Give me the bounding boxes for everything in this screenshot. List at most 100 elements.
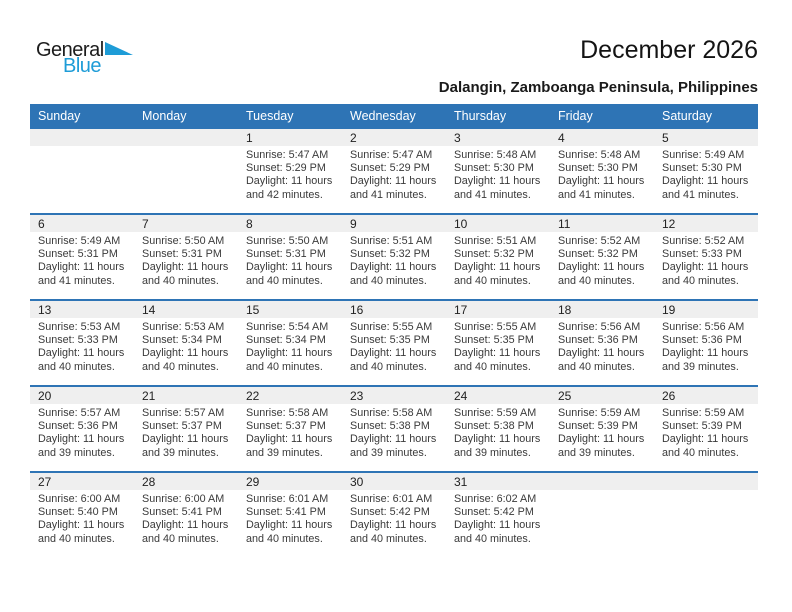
day-detail-line: Sunset: 5:30 PM xyxy=(454,162,534,175)
week-row: 1 Sunrise: 5:47 AM Sunset: 5:29 PM Daylight… xyxy=(30,127,758,213)
day-cell: 26 Sunrise: 5:59 AM Sunset: 5:39 PM Dayligh… xyxy=(654,387,758,471)
day-detail-line: and 39 minutes. xyxy=(38,446,115,459)
day-detail-line: Sunset: 5:32 PM xyxy=(558,248,638,261)
day-detail-line: Sunrise: 6:02 AM xyxy=(454,493,537,505)
day-cell: 11 Sunrise: 5:52 AM Sunset: 5:32 PM Dayligh… xyxy=(550,215,654,299)
day-detail-line: and 40 minutes. xyxy=(246,360,323,373)
day-detail-line: Sunrise: 5:52 AM xyxy=(662,235,745,247)
general-blue-logo: General Blue xyxy=(36,40,133,76)
day-detail-line: Sunrise: 5:50 AM xyxy=(142,235,225,247)
day-details: Sunrise: 5:57 AM Sunset: 5:37 PM Daylight:… xyxy=(134,404,238,460)
day-detail-line: and 40 minutes. xyxy=(38,532,115,545)
day-detail-line: Sunrise: 6:00 AM xyxy=(142,493,225,505)
day-detail-line: Sunrise: 5:51 AM xyxy=(454,235,537,247)
day-detail-line: Daylight: 11 hours xyxy=(558,175,645,188)
day-detail-line: and 42 minutes. xyxy=(246,188,323,201)
day-details: Sunrise: 5:59 AM Sunset: 5:39 PM Daylight:… xyxy=(654,404,758,460)
day-details: Sunrise: 5:52 AM Sunset: 5:32 PM Daylight:… xyxy=(550,232,654,288)
day-detail-line: Sunrise: 5:52 AM xyxy=(558,235,641,247)
day-cell: 7 Sunrise: 5:50 AM Sunset: 5:31 PM Daylight… xyxy=(134,215,238,299)
day-details: Sunrise: 5:53 AM Sunset: 5:33 PM Daylight:… xyxy=(30,318,134,374)
day-detail-line: Daylight: 11 hours xyxy=(662,433,749,446)
day-detail-line: and 41 minutes. xyxy=(558,188,635,201)
empty-day-cell xyxy=(134,129,238,213)
day-details: Sunrise: 5:53 AM Sunset: 5:34 PM Daylight:… xyxy=(134,318,238,374)
week-row: 20 Sunrise: 5:57 AM Sunset: 5:36 PM Dayligh… xyxy=(30,385,758,471)
day-cell: 3 Sunrise: 5:48 AM Sunset: 5:30 PM Daylight… xyxy=(446,129,550,213)
day-cell: 16 Sunrise: 5:55 AM Sunset: 5:35 PM Dayligh… xyxy=(342,301,446,385)
day-details xyxy=(30,146,134,149)
day-detail-line: and 40 minutes. xyxy=(454,532,531,545)
day-details: Sunrise: 5:59 AM Sunset: 5:39 PM Daylight:… xyxy=(550,404,654,460)
day-detail-line: Daylight: 11 hours xyxy=(38,519,125,532)
day-details: Sunrise: 5:51 AM Sunset: 5:32 PM Daylight:… xyxy=(446,232,550,288)
day-details: Sunrise: 5:52 AM Sunset: 5:33 PM Daylight:… xyxy=(654,232,758,288)
day-details: Sunrise: 5:49 AM Sunset: 5:31 PM Daylight:… xyxy=(30,232,134,288)
day-detail-line: Sunrise: 5:47 AM xyxy=(350,149,433,161)
day-detail-line: Sunset: 5:30 PM xyxy=(662,162,742,175)
day-detail-line: Sunrise: 5:53 AM xyxy=(38,321,121,333)
day-details xyxy=(654,490,758,493)
day-detail-line: Daylight: 11 hours xyxy=(142,347,229,360)
day-number: 12 xyxy=(654,215,758,232)
day-detail-line: and 40 minutes. xyxy=(454,360,531,373)
day-number: 8 xyxy=(238,215,342,232)
day-detail-line: and 40 minutes. xyxy=(142,532,219,545)
day-cell: 28 Sunrise: 6:00 AM Sunset: 5:41 PM Dayligh… xyxy=(134,473,238,557)
day-cell: 15 Sunrise: 5:54 AM Sunset: 5:34 PM Dayligh… xyxy=(238,301,342,385)
day-cell: 10 Sunrise: 5:51 AM Sunset: 5:32 PM Dayligh… xyxy=(446,215,550,299)
day-detail-line: Sunset: 5:36 PM xyxy=(558,334,638,347)
day-detail-line: Daylight: 11 hours xyxy=(38,261,125,274)
day-cell: 29 Sunrise: 6:01 AM Sunset: 5:41 PM Dayligh… xyxy=(238,473,342,557)
day-number: 22 xyxy=(238,387,342,404)
day-number: 27 xyxy=(30,473,134,490)
day-cell: 30 Sunrise: 6:01 AM Sunset: 5:42 PM Dayligh… xyxy=(342,473,446,557)
day-number: 31 xyxy=(446,473,550,490)
day-detail-line: Sunrise: 5:59 AM xyxy=(558,407,641,419)
day-number: 9 xyxy=(342,215,446,232)
day-cell: 19 Sunrise: 5:56 AM Sunset: 5:36 PM Dayligh… xyxy=(654,301,758,385)
day-detail-line: Daylight: 11 hours xyxy=(350,175,437,188)
day-detail-line: Sunset: 5:36 PM xyxy=(662,334,742,347)
day-number: 30 xyxy=(342,473,446,490)
day-detail-line: Daylight: 11 hours xyxy=(454,261,541,274)
weekday-header-label: Monday xyxy=(142,108,187,123)
day-detail-line: Daylight: 11 hours xyxy=(662,347,749,360)
day-detail-line: Daylight: 11 hours xyxy=(662,175,749,188)
day-number: 18 xyxy=(550,301,654,318)
day-detail-line: Sunrise: 6:01 AM xyxy=(350,493,433,505)
day-number: 6 xyxy=(30,215,134,232)
day-detail-line: Sunset: 5:38 PM xyxy=(350,420,430,433)
day-detail-line: Sunset: 5:42 PM xyxy=(454,506,534,519)
day-detail-line: Sunset: 5:33 PM xyxy=(662,248,742,261)
page-title: December 2026 xyxy=(580,36,758,64)
day-detail-line: Sunset: 5:31 PM xyxy=(38,248,118,261)
day-detail-line: Sunrise: 5:49 AM xyxy=(662,149,745,161)
day-detail-line: Daylight: 11 hours xyxy=(558,261,645,274)
day-cell: 2 Sunrise: 5:47 AM Sunset: 5:29 PM Daylight… xyxy=(342,129,446,213)
day-detail-line: Daylight: 11 hours xyxy=(350,519,437,532)
day-details: Sunrise: 5:49 AM Sunset: 5:30 PM Daylight:… xyxy=(654,146,758,202)
day-detail-line: Daylight: 11 hours xyxy=(142,433,229,446)
day-detail-line: and 39 minutes. xyxy=(558,446,635,459)
day-detail-line: Daylight: 11 hours xyxy=(662,261,749,274)
day-detail-line: Daylight: 11 hours xyxy=(454,175,541,188)
day-cell: 5 Sunrise: 5:49 AM Sunset: 5:30 PM Daylight… xyxy=(654,129,758,213)
day-number: 4 xyxy=(550,129,654,146)
day-detail-line: Sunset: 5:36 PM xyxy=(38,420,118,433)
day-number: 24 xyxy=(446,387,550,404)
day-detail-line: Sunrise: 5:51 AM xyxy=(350,235,433,247)
week-row: 13 Sunrise: 5:53 AM Sunset: 5:33 PM Dayligh… xyxy=(30,299,758,385)
day-cell: 24 Sunrise: 5:59 AM Sunset: 5:38 PM Dayligh… xyxy=(446,387,550,471)
day-detail-line: Sunset: 5:41 PM xyxy=(246,506,326,519)
day-cell: 6 Sunrise: 5:49 AM Sunset: 5:31 PM Daylight… xyxy=(30,215,134,299)
day-detail-line: Daylight: 11 hours xyxy=(246,519,333,532)
day-details: Sunrise: 5:56 AM Sunset: 5:36 PM Daylight:… xyxy=(654,318,758,374)
day-details: Sunrise: 5:55 AM Sunset: 5:35 PM Daylight:… xyxy=(446,318,550,374)
weekday-header-label: Sunday xyxy=(38,108,81,123)
day-details: Sunrise: 5:47 AM Sunset: 5:29 PM Daylight:… xyxy=(238,146,342,202)
weekday-header-label: Friday xyxy=(558,108,593,123)
day-number: 14 xyxy=(134,301,238,318)
day-detail-line: Daylight: 11 hours xyxy=(454,433,541,446)
day-details: Sunrise: 5:48 AM Sunset: 5:30 PM Daylight:… xyxy=(446,146,550,202)
